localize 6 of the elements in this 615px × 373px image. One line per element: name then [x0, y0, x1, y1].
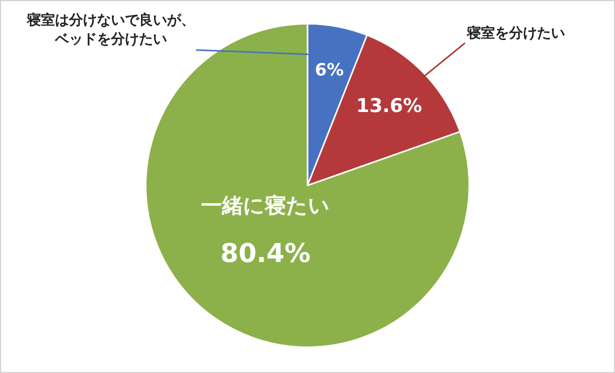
data-label: 6% [314, 60, 344, 81]
data-label: 13.6% [356, 94, 422, 117]
slice-label: 一緒に寝たい [200, 194, 330, 218]
slice-label: 寝室は分けないで良いが、ベッドを分けたい [26, 12, 195, 48]
data-label: 80.4% [220, 238, 311, 269]
slice-label: 寝室を分けたい [466, 24, 565, 42]
